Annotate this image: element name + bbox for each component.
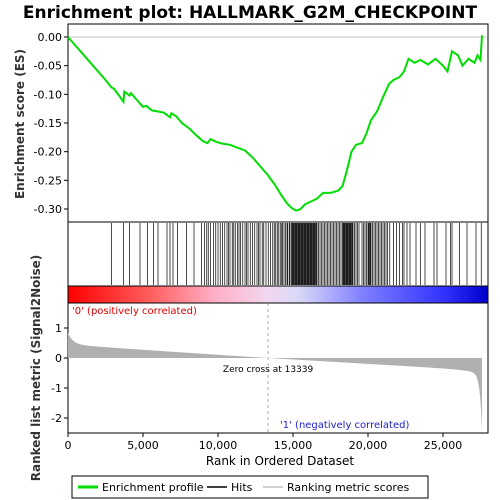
ranking-metric-area [68,333,482,432]
legend: Enrichment profile Hits Ranking metric s… [71,475,429,499]
legend-hits-label: Hits [231,481,253,494]
x-tick-label: 0 [65,439,72,452]
es-tick-label: -0.30 [34,203,62,216]
metric-tick-label: -1 [51,382,62,395]
x-axis: 0 5,000 10,000 15,000 20,000 25,000 [65,433,463,452]
es-tick-label: -0.10 [34,88,62,101]
hits-panel [67,221,489,287]
legend-enrichment-label: Enrichment profile [102,481,204,494]
x-tick-label: 25,000 [424,439,463,452]
es-tick-label: 0.00 [38,31,63,44]
x-tick-label: 15,000 [274,439,313,452]
x-tick-label: 5,000 [127,439,159,452]
zero-cross-label: Zero cross at 13339 [223,365,314,375]
metric-axis: 1 0 -1 -2 [51,322,68,425]
metric-tick-label: 1 [55,322,62,335]
es-tick-label: -0.25 [34,174,62,187]
metric-tick-label: -2 [51,412,62,425]
es-panel: 0.00 -0.05 -0.10 -0.15 -0.20 -0.25 -0.30 [34,23,489,223]
metric-tick-label: 0 [55,352,62,365]
es-tick-label: -0.15 [34,117,62,130]
enrichment-profile-line [67,35,483,212]
positive-label: '0' (positively correlated) [72,306,197,317]
x-axis-label: Rank in Ordered Dataset [206,454,354,468]
metric-axis-label: Ranked list metric (Signal2Noise) [29,255,43,482]
ranking-color-bar [67,285,489,304]
legend-metric-label: Ranking metric scores [287,481,409,494]
x-tick-label: 20,000 [349,439,388,452]
es-axis-label: Enrichment score (ES) [13,49,27,199]
metric-panel: Zero cross at 13339 '0' (positively corr… [51,302,489,434]
negative-label: '1' (negatively correlated) [280,420,409,431]
es-axis: 0.00 -0.05 -0.10 -0.15 -0.20 -0.25 -0.30 [34,31,68,216]
hit-marks [111,223,482,285]
es-tick-label: -0.05 [34,60,62,73]
chart-title: Enrichment plot: HALLMARK_G2M_CHECKPOINT [23,3,478,23]
x-tick-label: 10,000 [199,439,238,452]
es-tick-label: -0.20 [34,146,62,159]
